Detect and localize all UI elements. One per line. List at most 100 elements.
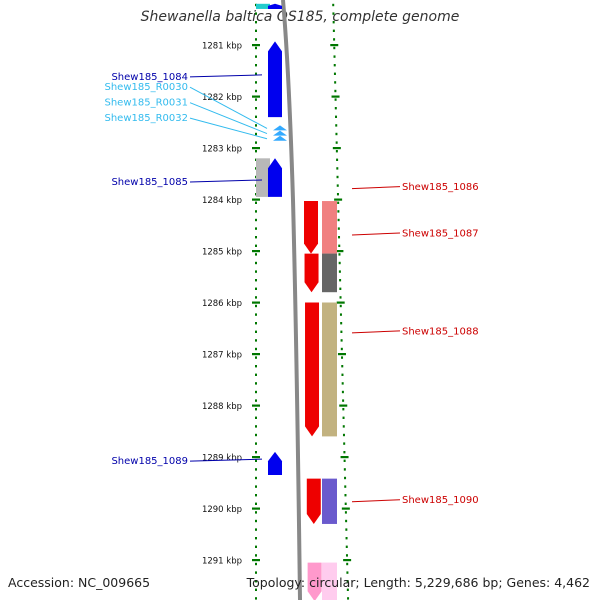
gene-label-Shew185_R0032[interactable]: Shew185_R0032	[104, 113, 188, 124]
ruler-dot	[255, 330, 257, 333]
ruler-tick-left	[252, 404, 260, 407]
ruler-dot	[337, 218, 340, 222]
ruler-dot	[255, 347, 257, 351]
gene-label-Shew185_1089[interactable]: Shew185_1089	[111, 456, 188, 467]
gene-arrow-Shew185_R0030[interactable]	[273, 125, 287, 131]
gene-arrow-Shew185_1089[interactable]	[268, 451, 282, 476]
block-1088	[322, 302, 337, 437]
ruler-tick-label: 1291 kbp	[202, 557, 242, 567]
ruler-left: 1281 kbp 1282 kbp 1283 kbp 1284 kbp 1285 kbp…	[202, 3, 260, 600]
ruler-dot	[255, 236, 257, 239]
ruler-dot	[255, 201, 257, 204]
ruler-dot	[255, 451, 257, 454]
ruler-right	[330, 3, 352, 600]
ruler-dot	[343, 468, 346, 471]
gene-label-Shew185_1086[interactable]: Shew185_1086	[402, 182, 479, 193]
ruler-tick-left	[252, 456, 260, 459]
block-1087	[322, 253, 337, 293]
gene-label-Shew185_1090[interactable]: Shew185_1090	[402, 495, 479, 506]
ruler-dot	[339, 296, 342, 299]
ruler-tick-label: 1281 kbp	[202, 42, 242, 52]
accession-text: Accession: NC_009665	[8, 575, 151, 590]
ruler-tick-label: 1282 kbp	[202, 93, 242, 103]
gene-label-Shew185_1087[interactable]: Shew185_1087	[402, 228, 479, 239]
ruler-dot	[339, 287, 342, 290]
gene-label-Shew185_1085[interactable]: Shew185_1085	[111, 177, 188, 188]
ruler-dot	[255, 132, 257, 136]
ruler-dot	[335, 115, 338, 118]
ruler-dot	[255, 382, 257, 385]
gene-label-Shew185_R0031[interactable]: Shew185_R0031	[104, 98, 188, 109]
ruler-dot	[255, 253, 257, 256]
ruler-dot	[345, 528, 348, 531]
ruler-dot	[340, 347, 343, 351]
ruler-dot	[255, 537, 257, 540]
backbone-line	[281, 0, 302, 600]
ruler-dot	[255, 72, 257, 75]
ruler-dot	[255, 528, 257, 531]
gene-features	[268, 3, 322, 600]
ruler-dot	[346, 588, 349, 591]
ruler-dot	[342, 408, 345, 411]
ruler-dot	[332, 29, 335, 32]
ruler-dot	[255, 442, 257, 445]
ruler-tick-right	[343, 559, 352, 562]
ruler-dot	[343, 451, 346, 454]
block-1085	[256, 158, 270, 197]
ruler-dot	[255, 588, 257, 591]
gene-arrow-Shew185_1084[interactable]	[268, 41, 282, 118]
gene-arrow-Shew185_R0032[interactable]	[273, 135, 287, 141]
ruler-dot	[255, 46, 257, 50]
gene-label-Shew185_1088[interactable]: Shew185_1088	[402, 326, 479, 337]
ruler-tick-right	[330, 44, 339, 47]
ruler-dot	[345, 537, 348, 540]
ruler-tick-right	[341, 507, 350, 510]
ruler-dot	[255, 81, 257, 84]
ruler-tick-left	[252, 559, 260, 562]
ruler-dot	[255, 124, 257, 127]
ruler-dot	[334, 89, 337, 93]
gene-arrow-top-partial-reverse[interactable]	[268, 3, 282, 9]
ruler-tick-left	[252, 44, 260, 47]
gene-arrow-bottom-partial-forward[interactable]	[307, 562, 322, 600]
ruler-dot	[255, 218, 257, 222]
ruler-dot	[337, 227, 340, 230]
ruler-dot	[338, 253, 341, 256]
ruler-dot	[255, 98, 257, 101]
ruler-dot	[338, 244, 341, 247]
ruler-dot	[341, 365, 344, 368]
ruler-dot	[255, 210, 257, 213]
gene-label-Shew185_R0030[interactable]: Shew185_R0030	[104, 82, 188, 93]
gene-arrow-Shew185_1086[interactable]	[304, 201, 319, 254]
ruler-dot	[333, 46, 336, 50]
label-leader-Shew185_1089	[189, 458, 263, 462]
gene-arrow-Shew185_1088[interactable]	[305, 302, 320, 437]
gene-arrow-Shew185_1087[interactable]	[304, 253, 319, 293]
gene-arrow-Shew185_1090[interactable]	[306, 478, 321, 524]
ruler-dot	[255, 571, 257, 574]
label-leader-Shew185_1086	[351, 186, 401, 190]
ruler-dot	[255, 296, 257, 299]
ruler-dot	[332, 12, 335, 15]
map-title: Shewanella baltica OS185, complete genom…	[140, 9, 460, 25]
gene-arrow-Shew185_R0031[interactable]	[273, 130, 287, 136]
ruler-dot	[255, 29, 257, 32]
ruler-dot	[345, 545, 348, 548]
ruler-dot	[338, 270, 341, 273]
ruler-dot	[346, 580, 349, 583]
ruler-dot	[255, 141, 257, 144]
ruler-dot	[337, 210, 340, 213]
ruler-dot	[255, 433, 257, 437]
gene-arrow-Shew185_1085[interactable]	[268, 158, 282, 197]
ruler-dot	[255, 89, 257, 93]
gene-label-Shew185_1084[interactable]: Shew185_1084	[111, 72, 188, 83]
ruler-dot	[339, 313, 342, 316]
ruler-dot	[336, 167, 339, 170]
ruler-dot	[255, 545, 257, 548]
label-leader-Shew185_R0030	[189, 86, 268, 129]
ruler-dot	[255, 38, 257, 41]
ruler-tick-label: 1290 kbp	[202, 505, 242, 515]
ruler-dot	[339, 304, 342, 308]
ruler-dot	[333, 38, 336, 41]
ruler-dot	[336, 158, 339, 161]
